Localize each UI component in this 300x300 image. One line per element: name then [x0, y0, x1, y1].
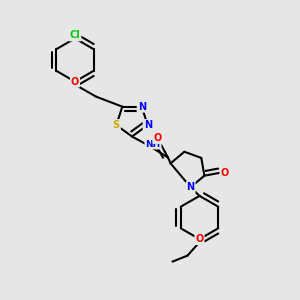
Text: N: N [144, 120, 152, 130]
Text: O: O [220, 168, 229, 178]
Text: Cl: Cl [70, 30, 80, 40]
Text: S: S [113, 120, 120, 130]
Text: N: N [138, 102, 146, 112]
Text: NH: NH [146, 140, 160, 148]
Text: O: O [195, 234, 204, 244]
Text: O: O [153, 133, 162, 143]
Text: N: N [187, 182, 195, 192]
Text: O: O [71, 76, 79, 87]
